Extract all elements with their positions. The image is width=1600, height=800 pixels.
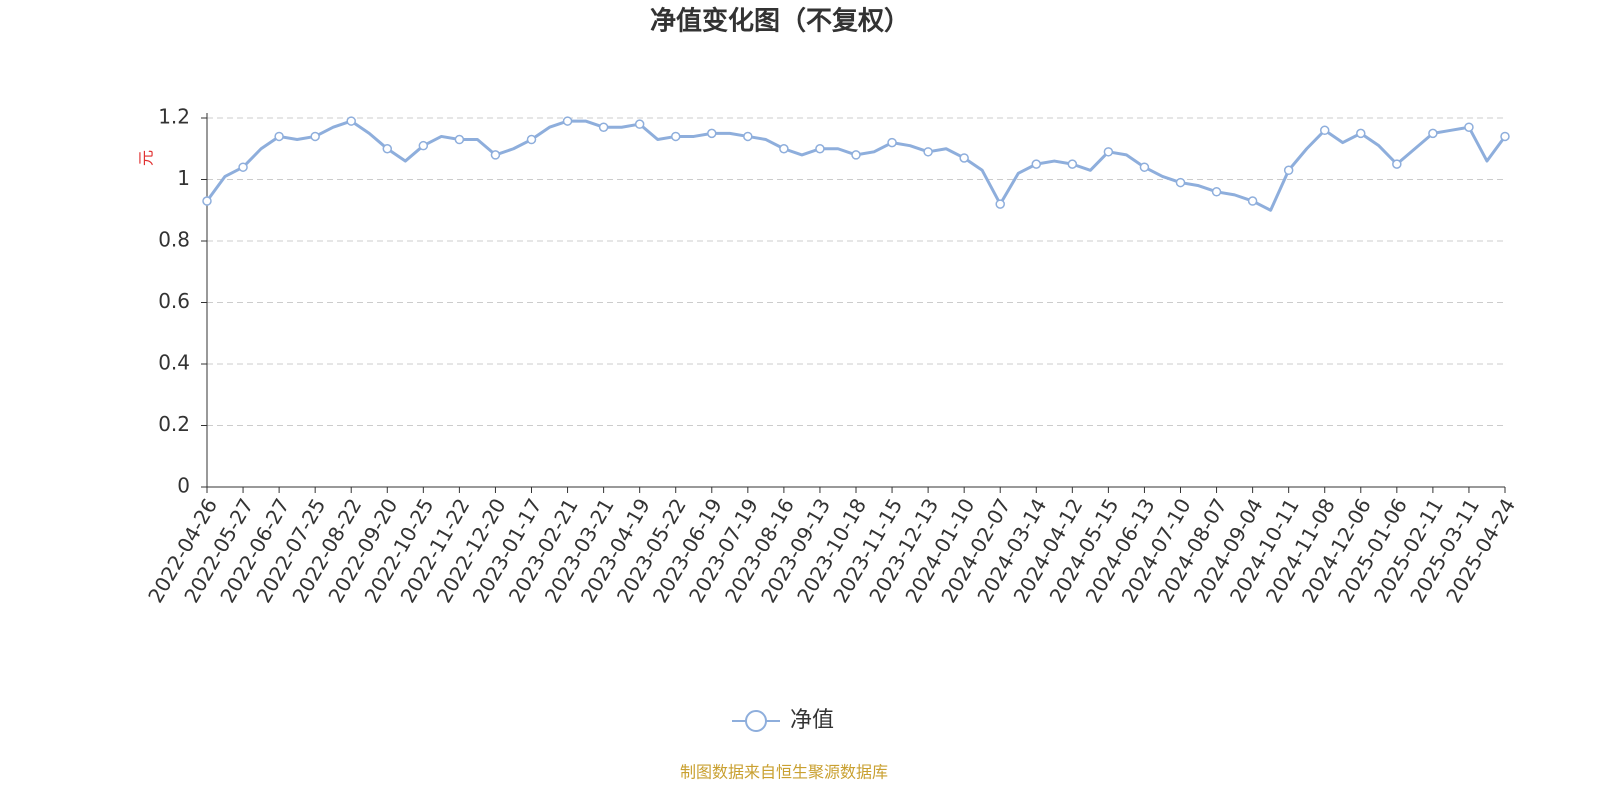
data-point <box>1139 162 1150 172</box>
data-point <box>959 153 969 163</box>
data-point <box>418 140 429 151</box>
data-point <box>1356 128 1366 139</box>
data-point <box>779 144 789 154</box>
data-point <box>815 144 825 154</box>
data-point <box>1103 147 1114 157</box>
y-tick-label: 0 <box>177 474 190 498</box>
data-point <box>1067 159 1078 169</box>
data-point <box>1464 122 1474 132</box>
data-point <box>1283 165 1294 176</box>
data-point <box>923 147 933 157</box>
chart-title: 净值变化图（不复权） <box>650 6 910 37</box>
data-point <box>995 199 1005 209</box>
data-point <box>851 150 861 160</box>
data-point <box>238 162 248 172</box>
y-axis-label: 元 <box>137 150 156 166</box>
source-note: 制图数据来自恒生聚源数据库 <box>680 763 888 782</box>
data-point <box>526 134 537 145</box>
data-line <box>205 119 1507 212</box>
y-tick-label: 0.8 <box>158 228 190 252</box>
data-point <box>310 131 320 142</box>
y-tick-label: 0.2 <box>158 412 190 436</box>
data-point <box>1319 125 1330 136</box>
data-point <box>1247 196 1258 206</box>
data-point <box>1031 159 1042 169</box>
data-point <box>490 150 501 160</box>
y-tick-label: 0.4 <box>158 351 190 375</box>
data-point <box>1175 177 1186 188</box>
data-point <box>1428 128 1438 139</box>
data-point <box>382 144 393 154</box>
data-point <box>598 122 609 132</box>
data-point <box>670 131 681 142</box>
data-point <box>1500 131 1510 142</box>
data-point <box>274 131 284 142</box>
data-point <box>743 131 753 142</box>
y-tick-label: 1.2 <box>158 105 190 129</box>
data-point <box>707 128 717 139</box>
legend-marker <box>745 710 767 732</box>
data-point <box>1211 187 1222 197</box>
data-point <box>634 119 645 129</box>
data-point <box>454 134 465 145</box>
data-point <box>887 137 897 148</box>
data-point <box>346 116 356 126</box>
data-point <box>562 116 573 126</box>
data-point <box>1392 159 1402 169</box>
y-tick-label: 1 <box>177 166 190 190</box>
data-point <box>202 196 212 206</box>
y-tick-label: 0.6 <box>158 289 190 313</box>
legend-label: 净值 <box>790 708 834 733</box>
